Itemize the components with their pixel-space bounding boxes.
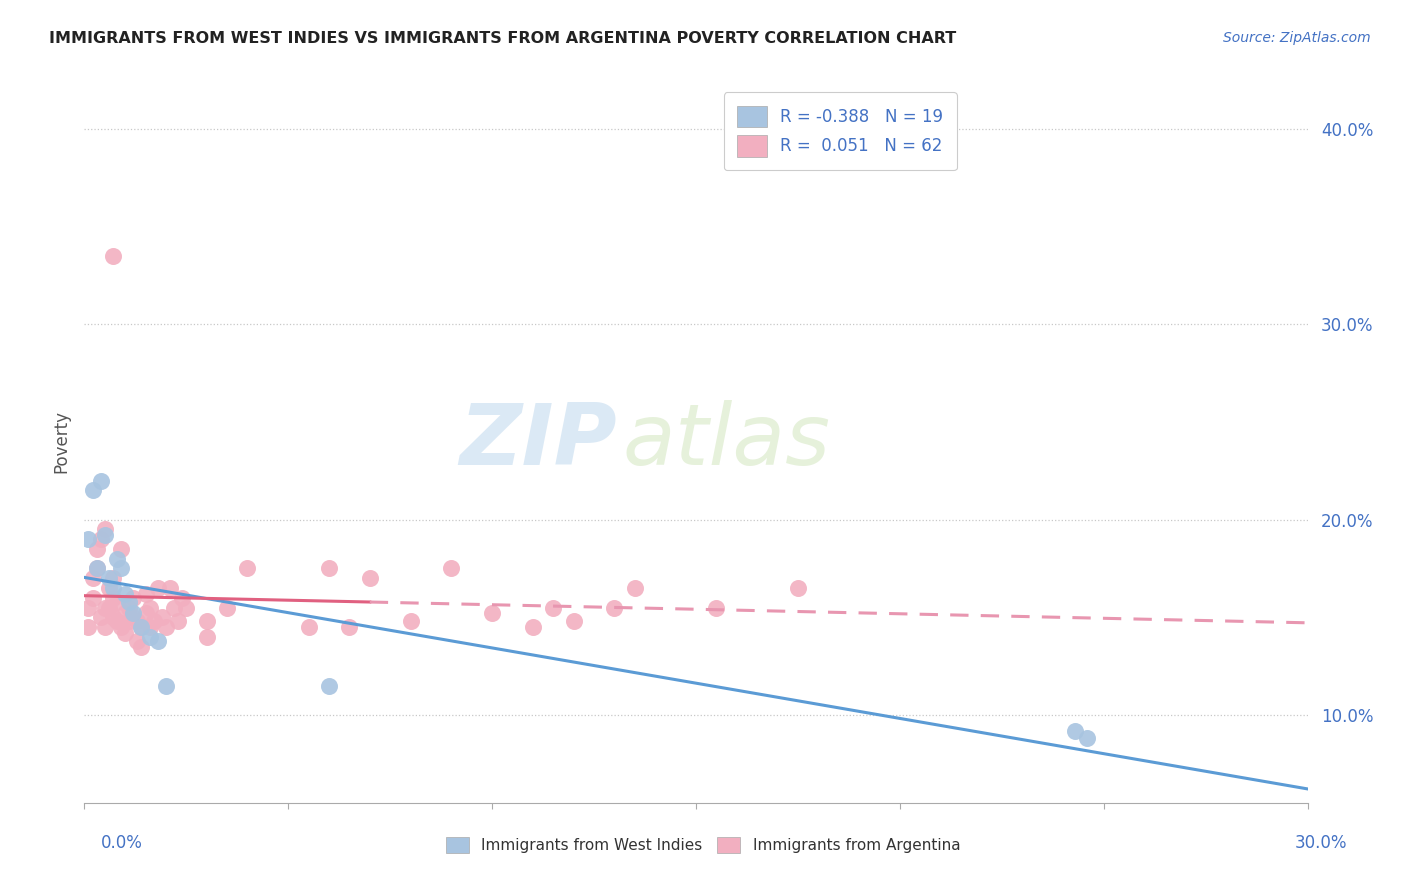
Point <box>135 607 157 621</box>
Point <box>101 581 124 595</box>
Point <box>97 581 120 595</box>
Point <box>522 620 544 634</box>
Text: 0.0%: 0.0% <box>101 834 143 852</box>
Point <box>122 607 145 621</box>
Point <box>1076 731 1098 746</box>
Point <box>77 620 100 634</box>
Point <box>624 581 647 595</box>
Point <box>359 571 381 585</box>
Point <box>339 620 361 634</box>
Point <box>135 587 157 601</box>
Point <box>90 474 112 488</box>
Point <box>131 620 153 634</box>
Point <box>481 607 503 621</box>
Point <box>163 600 186 615</box>
Point <box>236 561 259 575</box>
Point <box>122 610 145 624</box>
Point <box>167 614 190 628</box>
Point <box>114 587 136 601</box>
Point <box>155 679 177 693</box>
Point <box>101 610 124 624</box>
Point <box>101 249 124 263</box>
Point <box>127 614 149 628</box>
Point <box>101 591 124 605</box>
Point <box>93 528 115 542</box>
Point <box>217 600 239 615</box>
Point <box>318 561 340 575</box>
Point <box>93 600 115 615</box>
Point <box>97 600 120 615</box>
Point <box>101 571 124 585</box>
Point <box>110 541 132 556</box>
Point <box>138 620 160 634</box>
Point <box>146 633 169 648</box>
Point <box>138 600 160 615</box>
Point <box>118 595 141 609</box>
Point <box>298 620 321 634</box>
Point <box>110 620 132 634</box>
Point <box>440 561 463 575</box>
Legend: Immigrants from West Indies, Immigrants from Argentina: Immigrants from West Indies, Immigrants … <box>440 831 966 859</box>
Text: ZIP: ZIP <box>458 400 616 483</box>
Point <box>562 614 585 628</box>
Text: atlas: atlas <box>623 400 831 483</box>
Point <box>86 541 108 556</box>
Point <box>110 561 132 575</box>
Point <box>787 581 810 595</box>
Point <box>114 626 136 640</box>
Point <box>86 561 108 575</box>
Legend: R = -0.388   N = 19, R =  0.051   N = 62: R = -0.388 N = 19, R = 0.051 N = 62 <box>724 92 956 170</box>
Text: IMMIGRANTS FROM WEST INDIES VS IMMIGRANTS FROM ARGENTINA POVERTY CORRELATION CHA: IMMIGRANTS FROM WEST INDIES VS IMMIGRANT… <box>49 31 956 46</box>
Point <box>543 600 565 615</box>
Point <box>82 571 104 585</box>
Point <box>138 630 160 644</box>
Point <box>142 614 165 628</box>
Point <box>86 561 108 575</box>
Point <box>82 483 104 498</box>
Point <box>159 581 181 595</box>
Point <box>118 614 141 628</box>
Point <box>1064 723 1087 738</box>
Point <box>318 679 340 693</box>
Point <box>105 614 128 628</box>
Point <box>90 532 112 546</box>
Point <box>706 600 728 615</box>
Point <box>174 600 197 615</box>
Text: Source: ZipAtlas.com: Source: ZipAtlas.com <box>1223 31 1371 45</box>
Point <box>82 591 104 605</box>
Y-axis label: Poverty: Poverty <box>52 410 70 473</box>
Point <box>195 614 218 628</box>
Point <box>172 591 194 605</box>
Point <box>105 595 128 609</box>
Point <box>77 600 100 615</box>
Point <box>114 607 136 621</box>
Point <box>93 523 115 537</box>
Point <box>118 600 141 615</box>
Point <box>150 610 173 624</box>
Point <box>146 581 169 595</box>
Point <box>90 610 112 624</box>
Point <box>93 620 115 634</box>
Text: 30.0%: 30.0% <box>1295 834 1347 852</box>
Point <box>77 532 100 546</box>
Point <box>131 620 153 634</box>
Point <box>127 633 149 648</box>
Point <box>603 600 626 615</box>
Point <box>105 551 128 566</box>
Point <box>155 620 177 634</box>
Point <box>399 614 422 628</box>
Point <box>131 640 153 654</box>
Point <box>97 571 120 585</box>
Point <box>122 591 145 605</box>
Point <box>195 630 218 644</box>
